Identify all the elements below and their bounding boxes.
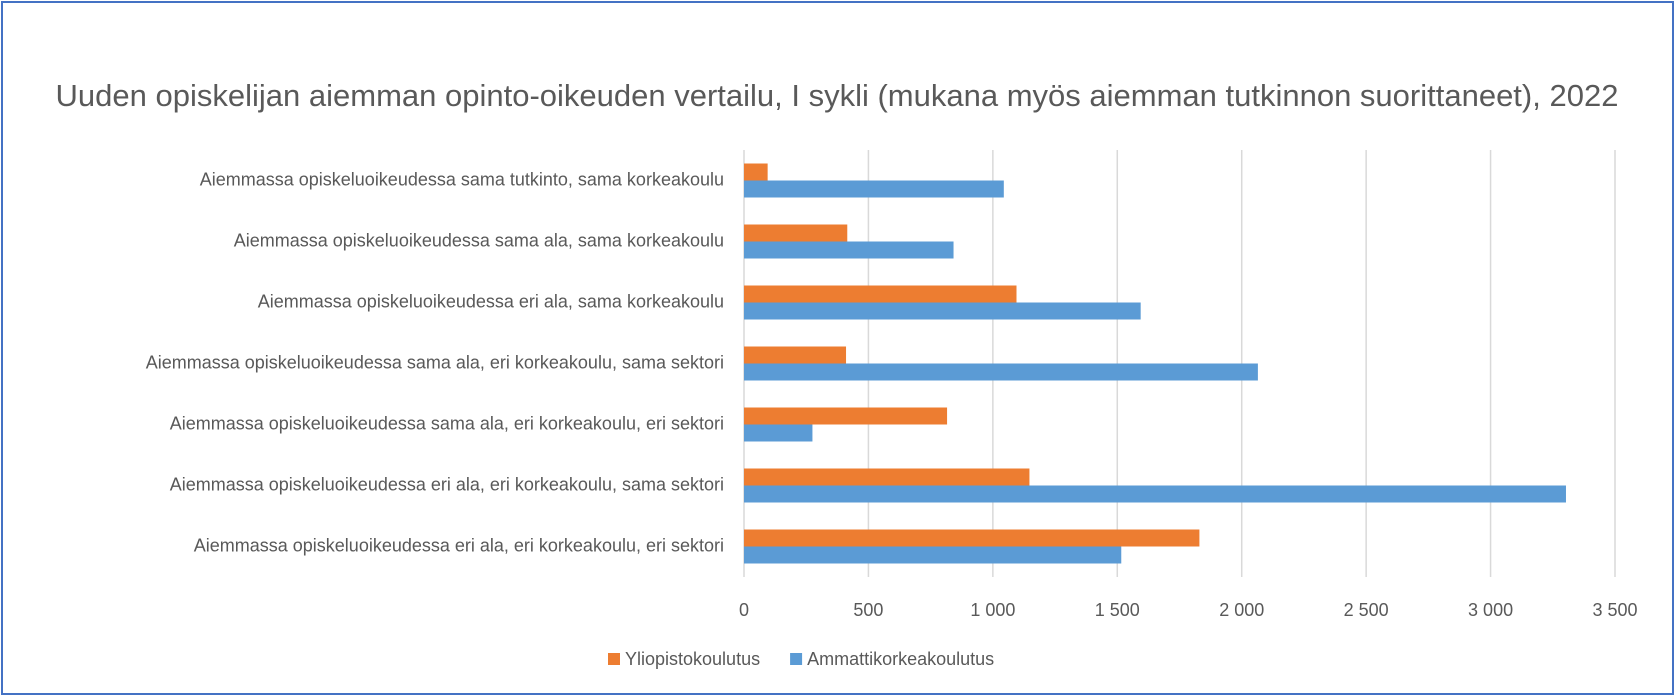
x-tick-label: 1 000	[970, 600, 1015, 620]
bar	[744, 485, 1566, 503]
bar	[744, 241, 954, 259]
legend-label: Ammattikorkeakoulutus	[807, 649, 994, 669]
bar	[744, 285, 1017, 303]
bar	[744, 302, 1141, 320]
x-tick-label: 2 000	[1219, 600, 1264, 620]
y-tick-label: Aiemmassa opiskeluoikeudessa eri ala, sa…	[258, 291, 724, 311]
bar	[744, 346, 847, 364]
bar	[744, 468, 1030, 486]
y-tick-label: Aiemmassa opiskeluoikeudessa eri ala, er…	[170, 474, 724, 494]
x-tick-label: 1 500	[1095, 600, 1140, 620]
y-tick-label: Aiemmassa opiskeluoikeudessa sama ala, e…	[146, 352, 724, 372]
x-tick-label: 2 500	[1344, 600, 1389, 620]
y-tick-label: Aiemmassa opiskeluoikeudessa sama ala, s…	[234, 230, 724, 250]
x-tick-label: 0	[739, 600, 749, 620]
bar	[744, 363, 1258, 381]
bar	[744, 546, 1122, 564]
chart-title: Uuden opiskelijan aiemman opinto-oikeude…	[56, 78, 1619, 113]
x-tick-label: 3 500	[1592, 600, 1637, 620]
bar	[744, 224, 848, 242]
legend-label: Yliopistokoulutus	[625, 649, 760, 669]
bar	[744, 424, 813, 442]
y-tick-label: Aiemmassa opiskeluoikeudessa sama ala, e…	[170, 413, 724, 433]
bar	[744, 163, 768, 181]
y-tick-label: Aiemmassa opiskeluoikeudessa eri ala, er…	[194, 535, 724, 555]
legend-swatch	[790, 653, 803, 665]
bar	[744, 180, 1004, 198]
x-tick-label: 3 000	[1468, 600, 1513, 620]
bar	[744, 529, 1200, 547]
legend-swatch	[608, 653, 620, 665]
y-tick-label: Aiemmassa opiskeluoikeudessa sama tutkin…	[200, 169, 724, 189]
x-tick-label: 500	[853, 600, 883, 620]
bar	[744, 407, 948, 425]
